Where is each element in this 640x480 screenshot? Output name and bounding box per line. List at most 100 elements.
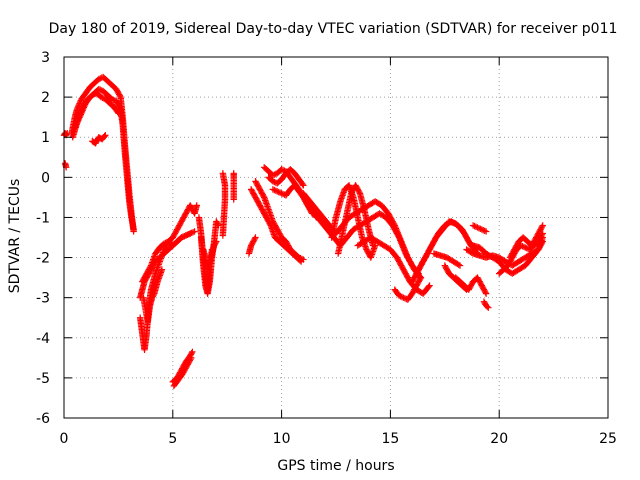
data-point	[455, 261, 462, 268]
data-point	[150, 291, 157, 299]
data-point	[181, 232, 188, 240]
chart-title: Day 180 of 2019, Sidereal Day-to-day VTE…	[49, 21, 618, 37]
data-point	[158, 266, 166, 273]
plot-frame	[63, 56, 609, 419]
data-point	[395, 292, 403, 299]
data-point	[185, 230, 192, 238]
data-point	[484, 303, 491, 310]
data-point	[275, 188, 282, 196]
data-point	[395, 232, 402, 240]
y-tick-label: -3	[36, 291, 50, 307]
data-point	[77, 109, 84, 116]
x-tick-label: 5	[168, 431, 177, 447]
data-point	[191, 228, 198, 235]
data-point	[278, 190, 285, 197]
data-point	[110, 96, 117, 103]
data-point	[271, 171, 278, 178]
data-point	[160, 240, 168, 247]
data-point	[188, 229, 195, 237]
data-point	[297, 255, 304, 262]
data-point	[356, 188, 363, 196]
data-point	[99, 94, 106, 101]
data-point	[481, 227, 488, 235]
data-point	[416, 275, 424, 283]
y-axis-label: SDTVAR / TECUs	[7, 179, 23, 294]
data-point	[477, 225, 484, 233]
data-point	[215, 222, 222, 229]
data-point	[417, 274, 425, 281]
data-point	[76, 111, 83, 119]
data-point	[251, 235, 258, 243]
data-point	[89, 91, 96, 99]
data-point	[101, 133, 108, 140]
y-tick-label: -5	[36, 371, 50, 387]
data-point	[456, 262, 464, 269]
y-tick-label: 2	[41, 90, 50, 106]
y-tick-label: 1	[41, 130, 50, 146]
data-point	[260, 192, 267, 200]
data-point	[97, 93, 105, 101]
data-point	[95, 75, 103, 83]
y-tick-label: -1	[36, 210, 50, 226]
data-point	[189, 228, 197, 236]
data-point	[295, 254, 303, 261]
data-point	[184, 231, 191, 239]
data-point	[213, 238, 220, 245]
data-point	[474, 224, 481, 231]
data-point	[472, 223, 480, 231]
data-point	[519, 242, 526, 250]
data-point	[115, 109, 122, 117]
data-point	[102, 132, 109, 139]
data-point	[214, 220, 221, 228]
x-tick-label: 25	[599, 431, 617, 447]
data-point	[179, 233, 187, 241]
data-point	[425, 283, 432, 290]
data-point	[400, 294, 407, 301]
x-tick-label: 15	[381, 431, 399, 447]
data-point	[77, 107, 85, 115]
data-point	[520, 243, 528, 251]
data-point	[212, 239, 219, 247]
data-point	[108, 95, 116, 103]
data-points	[60, 73, 546, 390]
data-point	[187, 355, 194, 363]
x-tick-label: 0	[60, 431, 69, 447]
data-point	[178, 234, 185, 241]
data-point	[76, 110, 84, 117]
data-point	[278, 166, 285, 173]
x-tick-label: 10	[273, 431, 291, 447]
x-tick-label: 20	[490, 431, 508, 447]
data-point	[252, 234, 259, 241]
x-axis-label: GPS time / hours	[277, 458, 394, 474]
data-point	[97, 86, 104, 93]
data-point	[300, 182, 307, 189]
data-point	[298, 255, 306, 263]
data-point	[398, 293, 406, 301]
data-point	[147, 263, 154, 271]
data-point	[482, 289, 489, 296]
data-point	[219, 232, 227, 239]
data-point	[276, 189, 284, 196]
data-point	[130, 226, 137, 233]
data-point	[538, 223, 546, 231]
data-point	[269, 178, 277, 185]
y-tick-label: 3	[41, 50, 50, 66]
data-point	[480, 226, 487, 234]
data-point	[272, 187, 279, 194]
data-point	[397, 293, 404, 300]
data-point	[76, 98, 84, 106]
data-point	[469, 222, 477, 229]
data-point	[271, 186, 278, 194]
data-point	[279, 166, 287, 174]
data-point	[475, 224, 483, 232]
y-tick-label: 0	[41, 170, 50, 186]
data-point	[182, 232, 190, 239]
y-tick-label: -4	[36, 331, 50, 347]
data-point	[95, 85, 103, 93]
data-point	[471, 222, 478, 230]
data-point	[78, 106, 85, 113]
ticks	[63, 56, 609, 419]
data-point	[188, 354, 195, 362]
y-tick-label: -6	[36, 411, 50, 427]
